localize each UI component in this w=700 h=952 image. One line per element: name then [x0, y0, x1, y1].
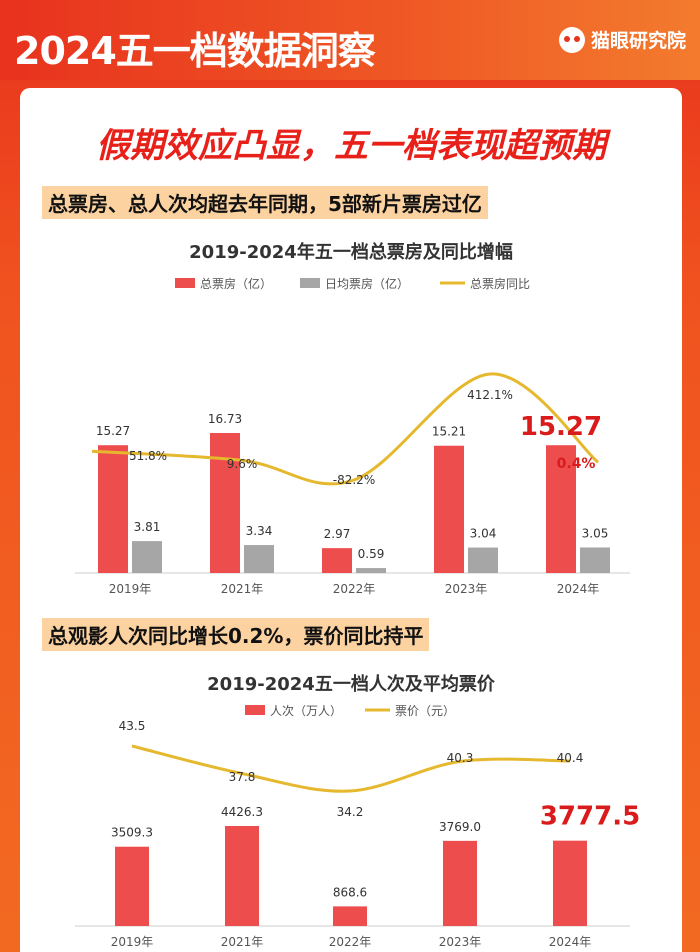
legend-label-yoy: 总票房同比	[470, 276, 530, 291]
x-tick-label: 2024年	[557, 582, 600, 596]
legend-swatch-daily	[300, 278, 320, 288]
bar-attendance-label: 868.6	[333, 885, 367, 899]
bar-total-box-office	[434, 445, 464, 573]
bar-daily-box-office	[132, 541, 162, 573]
bar-daily-box-office	[580, 547, 610, 573]
box-office-chart: 总票房（亿） 日均票房（亿） 总票房同比 15.27 3.81 2019年 16.73…	[75, 276, 630, 596]
bar-daily-label: 3.34	[246, 524, 273, 538]
price-label: 40.4	[557, 751, 584, 765]
legend-label-price: 票价（元）	[395, 704, 455, 718]
legend-label-daily: 日均票房（亿）	[325, 276, 409, 291]
bar-total-label: 15.27	[520, 412, 602, 442]
bar-attendance-label: 4426.3	[221, 805, 263, 819]
brand-name: 猫眼研究院	[590, 30, 686, 52]
bar-daily-label: 0.59	[358, 547, 385, 561]
cat-logo-icon	[558, 26, 585, 53]
attendance-chart: 人次（万人） 票价（元） 3509.3 2019年 4426.3 2021年 868.6…	[75, 704, 640, 948]
chart1-title: 2019-2024年五一档总票房及同比增幅	[189, 242, 513, 263]
x-tick-label: 2019年	[111, 935, 154, 948]
chart1-legend: 总票房（亿） 日均票房（亿） 总票房同比	[175, 276, 530, 291]
x-tick-label: 2024年	[549, 935, 592, 948]
price-line	[131, 744, 571, 793]
price-label: 43.5	[119, 719, 146, 733]
legend-label-attendance: 人次（万人）	[270, 704, 342, 718]
yoy-label: 9.6%	[227, 457, 258, 471]
price-label: 34.2	[337, 805, 364, 819]
bar-attendance	[333, 906, 367, 926]
headline: 假期效应凸显，五一档表现超预期	[96, 126, 606, 166]
legend-label-total: 总票房（亿）	[200, 276, 272, 291]
header-banner: 2024五一档数据洞察 猫眼研究院	[0, 0, 700, 80]
x-tick-label: 2022年	[333, 582, 376, 596]
content-card: 假期效应凸显，五一档表现超预期 总票房、总人次均超去年同期，5部新片票房过亿 2…	[20, 88, 682, 952]
x-tick-label: 2021年	[221, 935, 264, 948]
bar-total-label: 2.97	[324, 527, 351, 541]
section2-title: 总观影人次同比增长0.2%，票价同比持平	[42, 618, 430, 651]
section1-title: 总票房、总人次均超去年同期，5部新片票房过亿	[42, 186, 488, 219]
x-tick-label: 2022年	[329, 935, 372, 948]
bar-total-box-office	[546, 445, 576, 573]
x-tick-label: 2023年	[439, 935, 482, 948]
bar-total-label: 15.21	[432, 425, 466, 439]
bar-total-box-office	[322, 548, 352, 573]
bar-daily-label: 3.81	[134, 520, 161, 534]
price-label: 40.3	[447, 751, 474, 765]
legend-swatch-total	[175, 278, 195, 288]
bar-attendance-label: 3777.5	[540, 802, 640, 832]
bar-daily-label: 3.05	[582, 526, 609, 540]
bar-daily-box-office	[244, 545, 274, 573]
header-title: 2024五一档数据洞察	[14, 29, 376, 73]
chart2-title: 2019-2024五一档人次及平均票价	[207, 674, 495, 695]
yoy-label: 51.8%	[129, 449, 167, 463]
bar-total-box-office	[98, 445, 128, 573]
bar-daily-label: 3.04	[470, 527, 497, 541]
bar-daily-box-office	[356, 568, 386, 573]
x-tick-label: 2023年	[445, 582, 488, 596]
yoy-label: 0.4%	[557, 456, 596, 472]
x-tick-label: 2019年	[109, 582, 152, 596]
bar-total-label: 15.27	[96, 424, 130, 438]
yoy-label: 412.1%	[467, 388, 513, 402]
bar-attendance	[553, 840, 587, 926]
bar-total-box-office	[210, 433, 240, 573]
bar-total-label: 16.73	[208, 412, 242, 426]
bar-attendance-label: 3509.3	[111, 826, 153, 840]
brand: 猫眼研究院	[558, 26, 686, 53]
chart2-legend: 人次（万人） 票价（元）	[245, 704, 455, 718]
legend-swatch-attendance	[245, 705, 265, 715]
yoy-line	[91, 372, 599, 486]
bar-attendance	[225, 826, 259, 926]
bar-attendance-label: 3769.0	[439, 820, 481, 834]
bar-attendance	[443, 840, 477, 926]
price-label: 37.8	[229, 770, 256, 784]
x-tick-label: 2021年	[221, 582, 264, 596]
bar-attendance	[115, 846, 149, 926]
bar-daily-box-office	[468, 547, 498, 573]
yoy-label: -82.2%	[333, 473, 375, 487]
